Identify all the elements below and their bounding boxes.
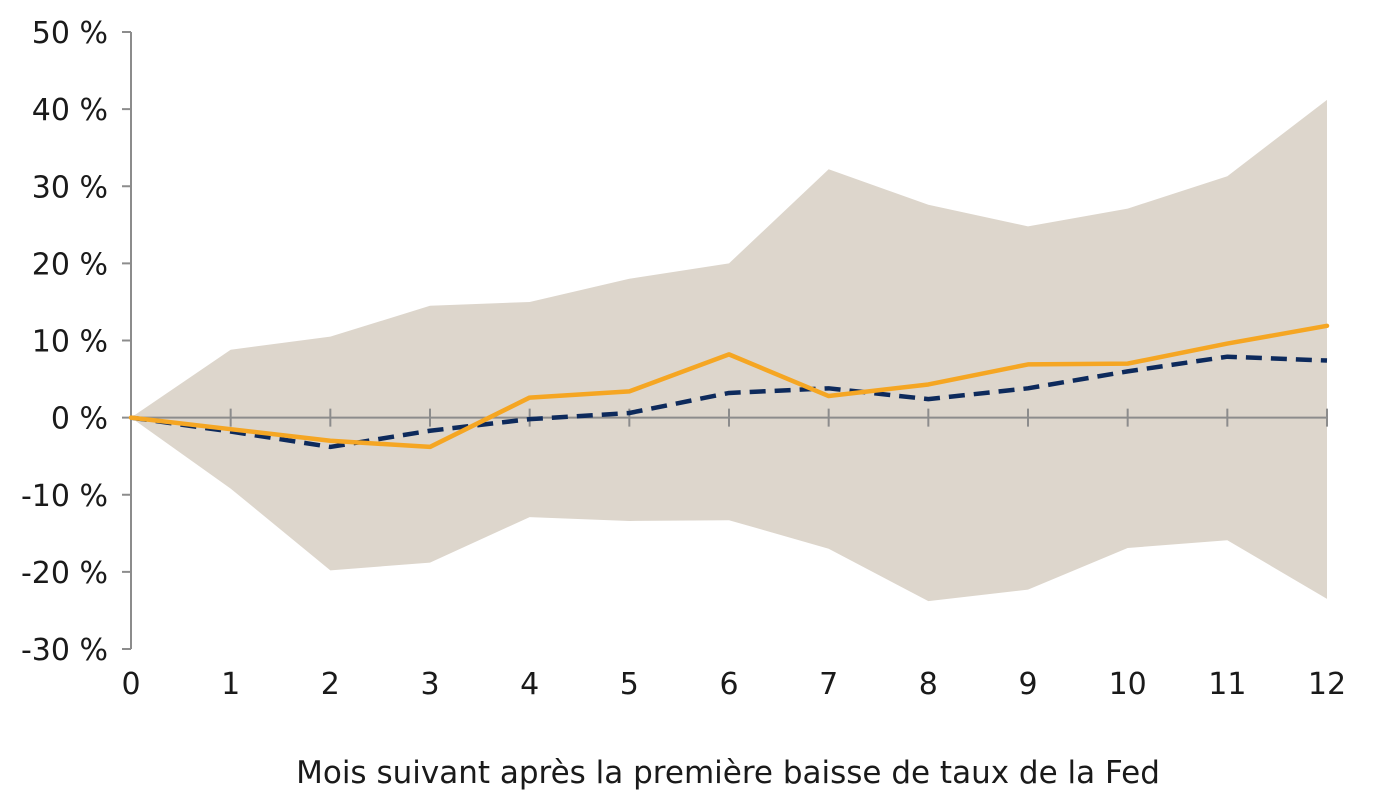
- y-tick-label: 10 %: [32, 325, 108, 360]
- x-tick-label: 6: [719, 667, 738, 702]
- series-layer: [128, 323, 1330, 450]
- y-tick-label: -10 %: [21, 479, 108, 514]
- x-tick-label: 0: [121, 667, 140, 702]
- y-tick-label: -30 %: [21, 633, 108, 668]
- x-tick-label: 2: [321, 667, 340, 702]
- dashed-series-line: [130, 354, 1328, 450]
- y-tick-label: 20 %: [32, 247, 108, 282]
- x-tick-label: 5: [620, 667, 639, 702]
- x-tick-label: 11: [1208, 667, 1246, 702]
- x-tick-label: 9: [1018, 667, 1037, 702]
- tick-labels: -30 % -20 % -10 % 0 % 10 % 20 % 30 % 40 % 50 % 0 1…: [21, 16, 1346, 702]
- min-max-range-band: [131, 99, 1327, 602]
- y-tick-label: 30 %: [32, 170, 108, 205]
- axes: [122, 31, 1328, 650]
- range-band-layer: [131, 99, 1327, 602]
- x-tick-label: 3: [420, 667, 439, 702]
- y-tick-label: -20 %: [21, 556, 108, 591]
- y-tick-label: 0 %: [51, 402, 108, 437]
- x-tick-label: 10: [1109, 667, 1147, 702]
- solid-series-line: [128, 323, 1330, 450]
- x-tick-label: 4: [520, 667, 539, 702]
- y-tick-label: 50 %: [32, 16, 108, 51]
- x-tick-label: 12: [1308, 667, 1346, 702]
- x-tick-label: 7: [819, 667, 838, 702]
- x-axis-title: Mois suivant après la première baisse de…: [296, 755, 1160, 791]
- x-tick-label: 8: [919, 667, 938, 702]
- x-tick-label: 1: [221, 667, 240, 702]
- y-tick-label: 40 %: [32, 93, 108, 128]
